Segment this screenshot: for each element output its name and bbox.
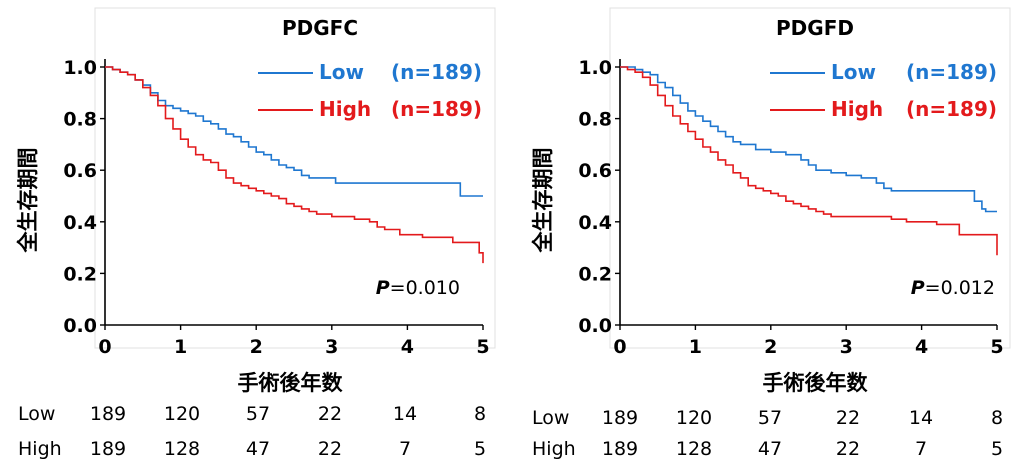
risk-row-label: Low [532,407,569,429]
x-axis-label: 手術後年数 [238,371,344,395]
risk-count: 7 [399,438,411,460]
x-tick-label: 5 [990,336,1003,358]
legend-n-high: (n=189) [906,97,997,121]
risk-count: 22 [836,407,860,429]
risk-count: 57 [758,407,782,429]
y-tick-label: 1.0 [63,57,97,79]
risk-table: Low 189 120 57 22 14 8 High 189 128 47 22 7 5 [18,403,486,460]
legend-n-low: (n=189) [391,60,482,84]
plot-frame [94,7,496,349]
survival-curves [620,66,998,256]
risk-table: Low 189 120 57 22 14 8 High 189 128 47 22 7 5 [532,407,1003,460]
x-axis-label: 手術後年数 [763,371,869,395]
x-tick-label: 5 [476,336,489,358]
risk-count: 5 [474,438,486,460]
risk-count: 189 [90,403,126,425]
risk-count: 5 [991,438,1003,460]
risk-count: 57 [246,403,270,425]
risk-count: 128 [676,438,712,460]
y-axis-label: 全生存期間 [16,148,40,254]
chart-title: PDGFD [776,16,854,40]
legend-label-high: High [831,97,883,121]
risk-count: 22 [318,438,342,460]
p-value: P=0.012 [911,277,995,299]
legend: Low (n=189) High (n=189) [258,60,482,121]
panel-pdgfd: PDGFD 全生存期間 手術後年数 0.0 0.2 0.4 0.6 0.8 1.0 0 1 2 3… [531,7,1011,460]
axes: 0.0 0.2 0.4 0.6 0.8 1.0 0 1 2 3 4 5 [63,57,489,358]
y-tick-label: 0.8 [63,109,97,131]
risk-row-label: High [532,438,576,460]
x-tick-label: 2 [764,336,777,358]
x-tick-label: 4 [401,336,414,358]
x-tick-label: 1 [174,336,187,358]
legend: Low (n=189) High (n=189) [770,60,997,121]
legend-label-low: Low [319,60,364,84]
risk-count: 8 [991,407,1003,429]
y-axis-label: 全生存期間 [531,148,555,254]
y-tick-label: 0.6 [63,160,97,182]
risk-count: 189 [602,438,638,460]
x-tick-label: 4 [915,336,928,358]
y-tick-label: 0.4 [578,212,612,234]
x-tick-label: 1 [689,336,702,358]
legend-n-high: (n=189) [391,97,482,121]
x-tick-label: 3 [325,336,338,358]
risk-count: 22 [836,438,860,460]
x-tick-label: 0 [613,336,626,358]
risk-count: 128 [164,438,200,460]
panel-pdgfc: PDGFC 全生存期間 手術後年数 0.0 0.2 0.4 0.6 0.8 1.0 0 1 2 3… [16,7,496,460]
legend-n-low: (n=189) [906,60,997,84]
risk-row-label: Low [18,403,55,425]
y-tick-label: 0.0 [63,315,97,337]
y-tick-label: 0.0 [578,315,612,337]
y-tick-label: 0.2 [578,263,612,285]
x-tick-label: 3 [840,336,853,358]
risk-row-label: High [18,438,62,460]
risk-count: 8 [474,403,486,425]
legend-label-high: High [319,97,371,121]
risk-count: 14 [393,403,417,425]
chart-title: PDGFC [282,16,358,40]
risk-count: 22 [318,403,342,425]
axes: 0.0 0.2 0.4 0.6 0.8 1.0 0 1 2 3 4 5 [578,57,1003,358]
y-tick-label: 1.0 [578,57,612,79]
risk-count: 7 [915,438,927,460]
y-tick-label: 0.6 [578,160,612,182]
y-tick-label: 0.8 [578,109,612,131]
risk-count: 47 [246,438,270,460]
legend-label-low: Low [831,60,876,84]
risk-count: 189 [90,438,126,460]
risk-count: 47 [758,438,782,460]
p-value: P=0.010 [376,277,460,299]
y-tick-label: 0.2 [63,263,97,285]
y-tick-label: 0.4 [63,212,97,234]
risk-count: 14 [909,407,933,429]
x-tick-label: 0 [98,336,111,358]
survival-curves [105,66,484,264]
survival-curve-low [620,66,997,213]
survival-curve-low [105,66,483,197]
plot-frame [609,7,1011,349]
survival-curve-high [620,66,998,256]
survival-curve-high [105,66,484,264]
x-tick-label: 2 [250,336,263,358]
risk-count: 120 [164,403,200,425]
risk-count: 189 [602,407,638,429]
risk-count: 120 [676,407,712,429]
